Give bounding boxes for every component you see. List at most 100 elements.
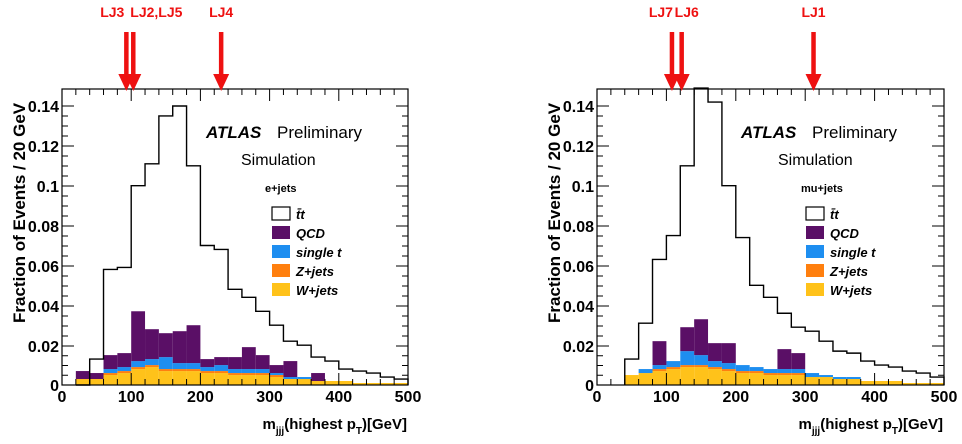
qcd-bar	[89, 373, 104, 380]
y-tick-label: 0	[585, 378, 594, 395]
single-top-bar	[666, 361, 681, 368]
chart-panel-2: 0 0.02 0.04 0.06 0.08 0.1 0.12 0.14 0 100 200 300 40…	[545, 4, 957, 437]
y-tick-label: 0.12	[563, 139, 594, 156]
zjets-bar	[680, 365, 695, 368]
single-top-bar	[269, 373, 284, 376]
legend-swatch	[272, 226, 290, 239]
wjets-bar	[380, 383, 395, 385]
x-tick-label: 0	[593, 389, 602, 406]
atlas-label: ATLAS	[205, 123, 262, 142]
legend-swatch	[806, 245, 824, 258]
channel-label: e+jets	[265, 183, 297, 195]
qcd-bar	[131, 311, 146, 362]
atlas-label: ATLAS	[740, 123, 797, 142]
single-top-bar	[763, 369, 778, 374]
y-tick-label: 0	[50, 378, 59, 395]
wjets-bar	[75, 379, 90, 385]
channel-label: mu+jets	[801, 183, 843, 195]
zjets-bar	[200, 371, 215, 374]
single-top-bar	[186, 363, 201, 370]
chart-panel-1: 0 0.02 0.04 0.06 0.08 0.1 0.12 0.14 0 100 200 300 40…	[10, 4, 421, 437]
marker-arrowhead	[805, 74, 822, 91]
x-tick-label: 400	[325, 389, 352, 406]
x-tick-label: 200	[187, 389, 214, 406]
qcd-bar	[283, 361, 298, 378]
x-tick-label: 300	[792, 389, 819, 406]
zjets-bar	[241, 373, 256, 376]
y-tick-label: 0.08	[28, 219, 59, 236]
qcd-bar	[791, 353, 806, 370]
wjets-bar	[680, 367, 695, 385]
single-top-bar	[749, 367, 764, 372]
y-tick-label: 0.12	[28, 139, 59, 156]
single-top-bar	[145, 359, 159, 366]
single-top-bar	[103, 369, 118, 374]
legend-swatch	[272, 264, 290, 277]
single-top-bar	[283, 377, 298, 380]
single-top-bar	[131, 361, 146, 368]
x-tick-label: 500	[395, 389, 422, 406]
x-tick-label: 400	[861, 389, 888, 406]
legend-entry: Z+jets	[829, 264, 868, 279]
wjets-bar	[366, 383, 381, 385]
wjets-bar	[652, 371, 667, 385]
zjets-bar	[228, 373, 242, 376]
single-top-bar	[297, 377, 312, 380]
y-tick-label: 0.1	[572, 179, 594, 196]
qcd-bar	[117, 353, 132, 368]
legend-entry: QCD	[830, 226, 860, 241]
y-tick-label: 0.14	[563, 99, 594, 116]
wjets-bar	[721, 371, 736, 385]
qcd-bar	[694, 319, 709, 356]
plot-frame	[61, 88, 409, 386]
y-tick-label: 0.02	[28, 339, 59, 356]
single-top-bar	[255, 369, 270, 374]
y-tick-label: 0.06	[563, 259, 594, 276]
wjets-bar	[228, 375, 242, 385]
qcd-bar	[269, 365, 284, 374]
legend-swatch-ttbar	[271, 206, 291, 221]
x-tick-label: 200	[722, 389, 749, 406]
zjets-bar	[666, 367, 681, 370]
preliminary-label: Preliminary	[277, 123, 363, 142]
x-tick-label: 100	[653, 389, 680, 406]
wjets-bar	[666, 369, 681, 385]
single-top-bar	[694, 355, 709, 366]
zjets-bar	[186, 369, 201, 372]
zjets-bar	[117, 371, 132, 374]
wjets-bar	[200, 373, 215, 385]
marker-label: LJ7	[649, 4, 673, 20]
single-top-bar	[846, 377, 861, 380]
qcd-bar	[708, 343, 722, 362]
wjets-bar	[805, 377, 820, 385]
legend-swatch	[272, 245, 290, 258]
single-top-bar	[680, 351, 695, 366]
y-tick-label: 0.14	[28, 99, 59, 116]
marker-label: LJ1	[801, 4, 825, 20]
y-tick-label: 0.1	[37, 179, 59, 196]
qcd-bar	[214, 357, 229, 366]
legend-swatch	[806, 226, 824, 239]
marker-arrowhead	[213, 74, 230, 91]
qcd-bar	[241, 347, 256, 370]
wjets-bar	[283, 379, 298, 385]
legend-entry: QCD	[296, 226, 326, 241]
legend: t̄t QCD single t Z+jets W+jets	[805, 206, 876, 298]
zjets-bar	[269, 375, 284, 378]
y-tick-label: 0.06	[28, 259, 59, 276]
zjets-bar	[694, 365, 709, 368]
qcd-bar	[777, 349, 792, 370]
wjets-bar	[874, 381, 889, 385]
wjets-bar	[324, 381, 339, 385]
ttbar-histogram-line	[624, 87, 945, 385]
wjets-bar	[117, 373, 132, 385]
zjets-bar	[172, 369, 187, 372]
wjets-bar	[103, 375, 118, 385]
zjets-bar	[145, 365, 159, 368]
legend-entry: Z+jets	[295, 264, 334, 279]
marker-arrowhead	[125, 74, 142, 91]
wjets-bar	[763, 375, 778, 385]
wjets-bar	[241, 375, 256, 385]
single-top-bar	[805, 373, 820, 378]
